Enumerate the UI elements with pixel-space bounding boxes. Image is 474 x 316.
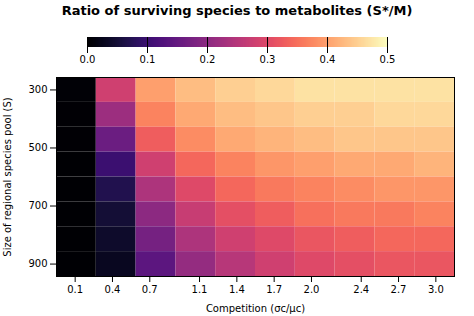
svg-text:2.7: 2.7 — [391, 284, 407, 295]
svg-text:0.4: 0.4 — [105, 284, 121, 295]
svg-text:500: 500 — [28, 142, 47, 153]
svg-text:1.1: 1.1 — [192, 284, 208, 295]
svg-text:0.3: 0.3 — [260, 54, 276, 65]
svg-text:3.0: 3.0 — [428, 284, 444, 295]
svg-text:0.0: 0.0 — [80, 54, 96, 65]
svg-text:0.5: 0.5 — [380, 54, 396, 65]
svg-text:2.4: 2.4 — [353, 284, 369, 295]
svg-text:0.1: 0.1 — [140, 54, 156, 65]
svg-text:900: 900 — [28, 258, 47, 269]
svg-text:0.1: 0.1 — [67, 284, 83, 295]
svg-text:0.4: 0.4 — [320, 54, 336, 65]
svg-text:Competition (σc/μc): Competition (σc/μc) — [206, 303, 305, 314]
svg-text:Size of regional species pool: Size of regional species pool (S) — [2, 97, 13, 257]
svg-text:1.7: 1.7 — [266, 284, 282, 295]
svg-text:1.4: 1.4 — [229, 284, 245, 295]
html-text:Ratio of surviving species to: Ratio of surviving species to metabolite… — [61, 3, 413, 18]
svg-text:700: 700 — [28, 200, 47, 211]
svg-text:0.7: 0.7 — [142, 284, 158, 295]
svg-text:0.2: 0.2 — [200, 54, 216, 65]
svg-text:300: 300 — [28, 84, 47, 95]
svg-text:2.0: 2.0 — [304, 284, 320, 295]
